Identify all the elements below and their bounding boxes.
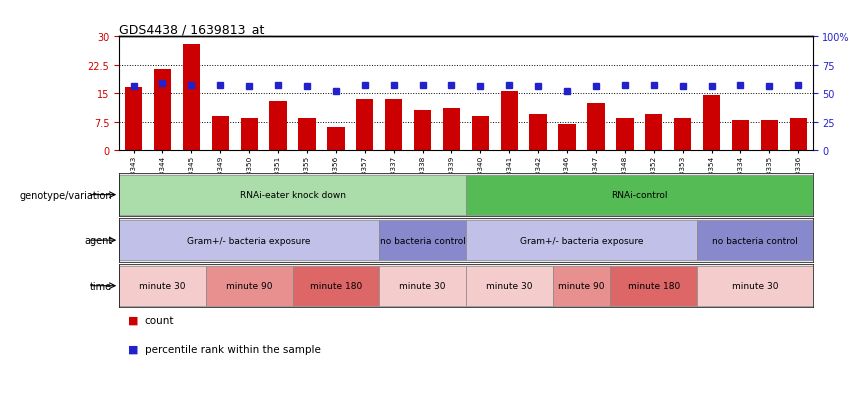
Bar xyxy=(380,221,466,261)
Bar xyxy=(385,100,403,151)
Text: ■: ■ xyxy=(128,315,138,325)
Text: minute 90: minute 90 xyxy=(558,282,605,290)
Bar xyxy=(119,266,206,306)
Text: GDS4438 / 1639813_at: GDS4438 / 1639813_at xyxy=(119,23,265,36)
Bar xyxy=(154,69,171,151)
Bar xyxy=(293,266,380,306)
Bar xyxy=(443,109,460,151)
Text: ■: ■ xyxy=(128,344,138,354)
Text: minute 180: minute 180 xyxy=(310,282,362,290)
Bar xyxy=(356,100,374,151)
Text: minute 30: minute 30 xyxy=(486,282,533,290)
Bar xyxy=(558,124,576,151)
Bar xyxy=(466,175,813,215)
Bar xyxy=(466,266,552,306)
Bar xyxy=(125,88,142,151)
Bar xyxy=(761,121,778,151)
Text: no bacteria control: no bacteria control xyxy=(712,236,798,245)
Text: RNAi-eater knock down: RNAi-eater knock down xyxy=(239,191,346,199)
Bar xyxy=(380,266,466,306)
Text: genotype/variation: genotype/variation xyxy=(20,190,112,200)
Text: RNAi-control: RNAi-control xyxy=(611,191,667,199)
Text: minute 30: minute 30 xyxy=(399,282,446,290)
Bar xyxy=(697,221,813,261)
Bar xyxy=(732,121,749,151)
Bar xyxy=(241,119,258,151)
Text: minute 30: minute 30 xyxy=(732,282,778,290)
Text: agent: agent xyxy=(84,235,112,246)
Bar xyxy=(119,175,466,215)
Text: count: count xyxy=(145,315,174,325)
Text: minute 90: minute 90 xyxy=(226,282,272,290)
Bar xyxy=(529,115,547,151)
Bar xyxy=(270,102,287,151)
Bar xyxy=(414,111,431,151)
Bar xyxy=(471,116,489,151)
Bar xyxy=(645,115,662,151)
Bar xyxy=(674,119,691,151)
Bar xyxy=(790,119,807,151)
Text: time: time xyxy=(90,281,112,291)
Bar xyxy=(299,119,316,151)
Bar xyxy=(616,119,633,151)
Bar xyxy=(610,266,697,306)
Bar xyxy=(212,116,229,151)
Bar xyxy=(552,266,610,306)
Bar xyxy=(206,266,293,306)
Bar xyxy=(697,266,813,306)
Bar xyxy=(500,92,518,151)
Bar xyxy=(703,96,720,151)
Text: Gram+/- bacteria exposure: Gram+/- bacteria exposure xyxy=(187,236,311,245)
Text: percentile rank within the sample: percentile rank within the sample xyxy=(145,344,321,354)
Bar xyxy=(587,103,604,151)
Text: no bacteria control: no bacteria control xyxy=(380,236,465,245)
Bar xyxy=(183,45,200,151)
Bar xyxy=(119,221,380,261)
Text: minute 30: minute 30 xyxy=(140,282,186,290)
Text: Gram+/- bacteria exposure: Gram+/- bacteria exposure xyxy=(520,236,643,245)
Bar xyxy=(328,128,345,151)
Bar xyxy=(466,221,697,261)
Text: minute 180: minute 180 xyxy=(628,282,680,290)
